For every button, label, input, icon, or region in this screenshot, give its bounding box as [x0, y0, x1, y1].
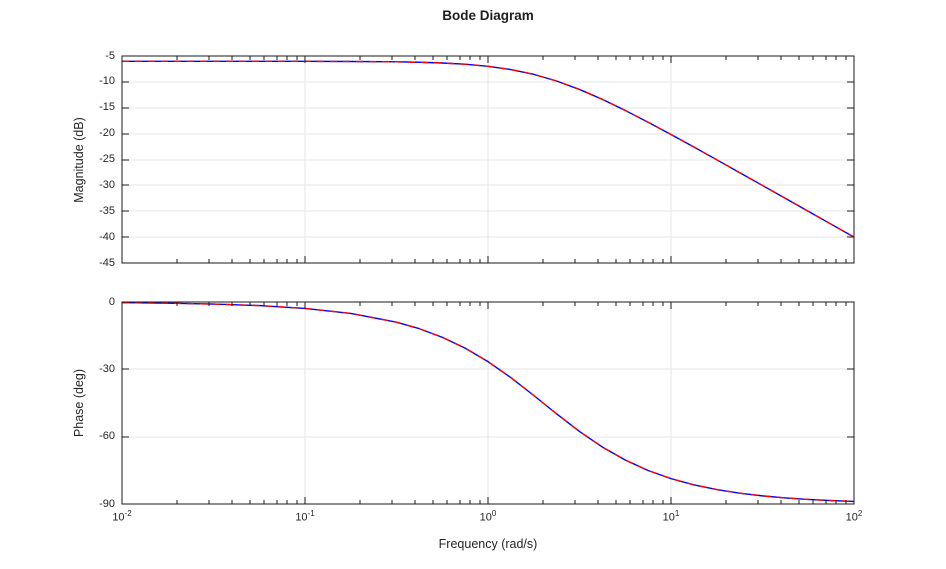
x-tick-label-exponent: 2	[857, 509, 863, 518]
magnitude-y-tick-label: -45	[99, 256, 115, 269]
x-tick-label-exponent: -2	[124, 509, 132, 518]
magnitude-y-tick-label: -35	[99, 204, 115, 217]
x-tick-label-base: 10	[295, 511, 308, 524]
x-tick-label: 10-2	[112, 509, 131, 524]
x-tick-label-base: 10	[112, 511, 125, 524]
x-tick-label-exponent: -1	[307, 509, 315, 518]
x-tick-label-exponent: 1	[674, 509, 680, 518]
phase-y-tick-label: -90	[99, 497, 115, 510]
x-tick-label-base: 10	[845, 511, 858, 524]
x-tick-label: 102	[846, 509, 863, 524]
x-tick-label: 100	[480, 509, 497, 524]
magnitude-y-tick-label: -25	[99, 153, 115, 165]
magnitude-y-tick-label: -40	[99, 230, 115, 243]
magnitude-y-tick-label: -10	[99, 75, 115, 88]
magnitude-y-tick-label: -5	[105, 49, 115, 62]
x-axis-label: Frequency (rad/s)	[438, 537, 538, 551]
x-tick-label-exponent: 0	[491, 509, 497, 518]
x-tick-label-base: 10	[662, 511, 675, 524]
x-tick-label: 101	[663, 509, 680, 524]
magnitude-y-tick-label: -20	[99, 127, 115, 140]
magnitude-y-tick-label: -15	[99, 101, 115, 114]
x-tick-label: 10-1	[295, 509, 314, 524]
phase-y-tick-label: -30	[99, 362, 115, 375]
figure-title: Bode Diagram	[442, 8, 534, 23]
magnitude-curve-system-2-red-dashed	[122, 60, 855, 238]
phase-y-tick-label: 0	[108, 295, 115, 308]
phase-axis-label: Phase (deg)	[72, 368, 86, 438]
x-tick-label-base: 10	[479, 511, 492, 524]
magnitude-y-tick-label: -30	[99, 178, 115, 191]
phase-curve-system-2-red-dashed	[121, 301, 855, 503]
phase-y-tick-label: -60	[99, 430, 115, 443]
